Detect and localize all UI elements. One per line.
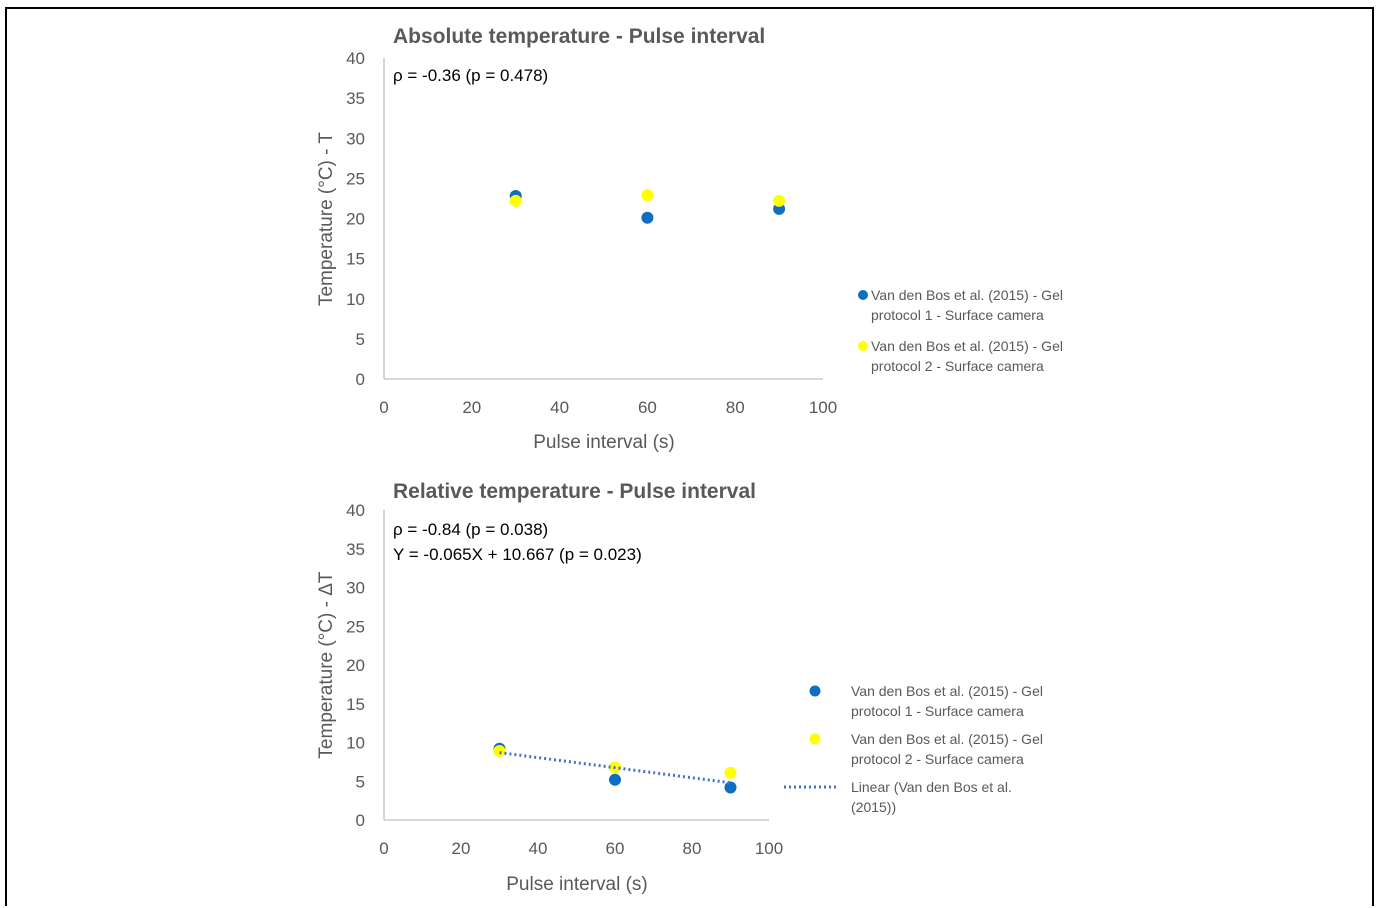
y-axis-label: Temperature (°C) - ΔT xyxy=(316,571,337,758)
data-point-series-1 xyxy=(724,781,737,794)
legend-label: Van den Bos et al. (2015) - Gel xyxy=(871,338,1063,354)
figure-frame xyxy=(5,7,1374,906)
data-point-series-2 xyxy=(509,194,522,207)
x-tick-label: 0 xyxy=(379,839,388,858)
x-axis-label: Pulse interval (s) xyxy=(506,874,648,895)
legend-label: Van den Bos et al. (2015) - Gel xyxy=(871,287,1063,303)
x-tick-label: 40 xyxy=(529,839,548,858)
data-point-series-1 xyxy=(609,773,621,786)
x-tick-label: 60 xyxy=(606,839,625,858)
y-tick-label: 25 xyxy=(346,617,365,636)
y-axis-label: Temperature (°C) - T xyxy=(316,132,337,306)
correlation-annotation: ρ = -0.84 (p = 0.038) xyxy=(393,520,548,539)
y-tick-label: 35 xyxy=(346,89,365,108)
x-tick-label: 80 xyxy=(683,839,702,858)
y-tick-label: 15 xyxy=(346,695,365,714)
x-tick-label: 40 xyxy=(550,398,569,417)
data-point-series-2 xyxy=(641,189,654,202)
legend-label: protocol 2 - Surface camera xyxy=(871,358,1044,374)
x-tick-label: 100 xyxy=(809,398,837,417)
legend-label: protocol 2 - Surface camera xyxy=(851,751,1024,767)
x-tick-label: 100 xyxy=(755,839,783,858)
y-tick-label: 10 xyxy=(346,290,365,309)
x-tick-label: 80 xyxy=(726,398,745,417)
x-tick-label: 20 xyxy=(452,839,471,858)
chart-title: Relative temperature - Pulse interval xyxy=(393,480,756,503)
legend-label: Van den Bos et al. (2015) - Gel xyxy=(851,731,1043,747)
legend-marker xyxy=(858,290,868,300)
data-point-series-2 xyxy=(493,745,506,758)
correlation-annotation: Y = -0.065X + 10.667 (p = 0.023) xyxy=(393,545,642,564)
y-tick-label: 40 xyxy=(346,501,365,520)
legend-label: protocol 1 - Surface camera xyxy=(851,703,1024,719)
y-tick-label: 20 xyxy=(346,656,365,675)
data-point-series-2 xyxy=(724,766,737,779)
y-tick-label: 25 xyxy=(346,169,365,188)
y-tick-label: 5 xyxy=(356,772,365,791)
y-tick-label: 35 xyxy=(346,540,365,559)
legend-label: protocol 1 - Surface camera xyxy=(871,307,1044,323)
correlation-annotation: ρ = -0.36 (p = 0.478) xyxy=(393,66,548,85)
relative-temperature-chart: Relative temperature - Pulse interval 0 5 1… xyxy=(316,480,1043,895)
legend-marker xyxy=(809,733,821,745)
y-tick-label: 10 xyxy=(346,734,365,753)
legend-marker xyxy=(809,685,821,697)
data-point-series-1 xyxy=(641,211,654,224)
y-tick-label: 20 xyxy=(346,210,365,229)
x-tick-label: 60 xyxy=(638,398,657,417)
legend-label: (2015)) xyxy=(851,799,896,815)
y-tick-label: 5 xyxy=(356,330,365,349)
chart-title: Absolute temperature - Pulse interval xyxy=(393,25,765,48)
legend-marker xyxy=(858,341,868,351)
x-tick-label: 0 xyxy=(379,398,388,417)
data-point-series-2 xyxy=(773,194,786,207)
legend-label: Van den Bos et al. (2015) - Gel xyxy=(851,683,1043,699)
x-tick-label: 20 xyxy=(462,398,481,417)
x-axis-label: Pulse interval (s) xyxy=(533,432,675,453)
y-tick-label: 30 xyxy=(346,579,365,598)
y-tick-label: 0 xyxy=(356,811,365,830)
y-tick-label: 15 xyxy=(346,250,365,269)
y-tick-label: 0 xyxy=(356,370,365,389)
linear-trendline xyxy=(499,751,731,785)
legend-label: Linear (Van den Bos et al. xyxy=(851,779,1012,795)
absolute-temperature-chart: Absolute temperature - Pulse interval 0 5 1… xyxy=(316,25,1063,453)
y-tick-label: 40 xyxy=(346,49,365,68)
y-tick-label: 30 xyxy=(346,129,365,148)
